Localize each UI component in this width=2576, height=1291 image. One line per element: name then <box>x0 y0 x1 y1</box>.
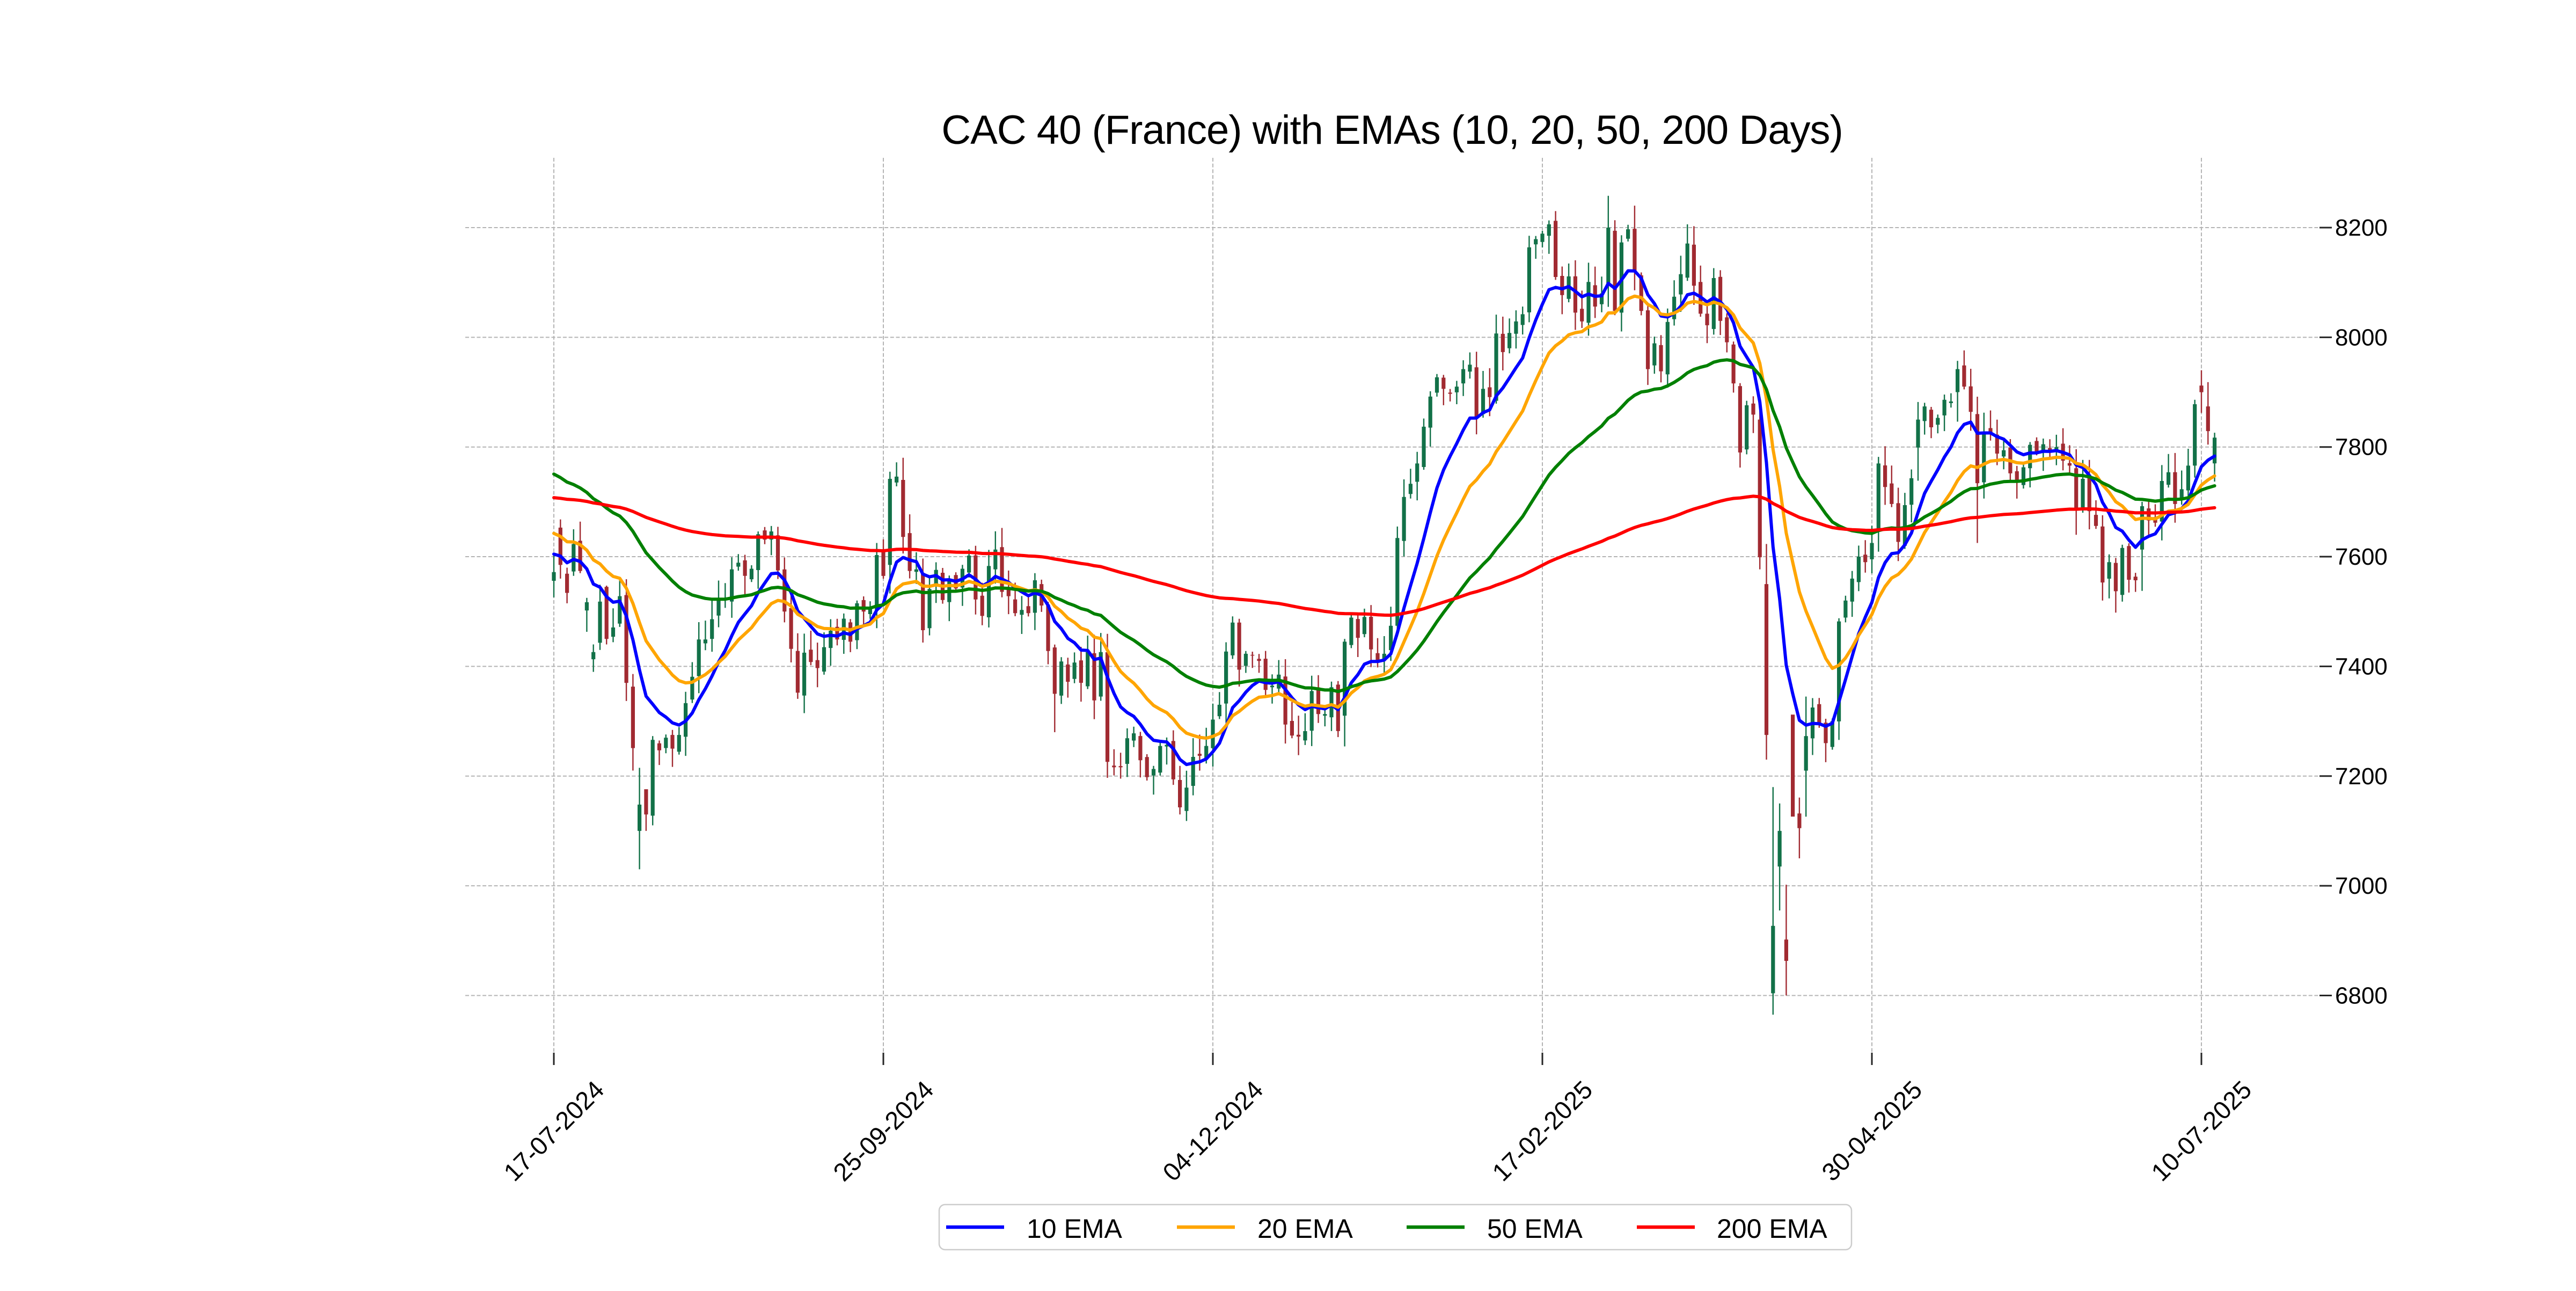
svg-text:6800: 6800 <box>2335 983 2388 1009</box>
svg-text:7400: 7400 <box>2335 653 2388 680</box>
svg-text:20 EMA: 20 EMA <box>1257 1214 1353 1244</box>
svg-text:8000: 8000 <box>2335 324 2388 351</box>
svg-text:7600: 7600 <box>2335 544 2388 570</box>
svg-text:7800: 7800 <box>2335 434 2388 461</box>
svg-text:7200: 7200 <box>2335 763 2388 790</box>
svg-text:50 EMA: 50 EMA <box>1487 1214 1583 1244</box>
svg-text:8200: 8200 <box>2335 215 2388 241</box>
svg-text:10 EMA: 10 EMA <box>1027 1214 1123 1244</box>
svg-text:7000: 7000 <box>2335 873 2388 899</box>
svg-text:200 EMA: 200 EMA <box>1717 1214 1827 1244</box>
svg-text:CAC 40 (France) with EMAs (10,: CAC 40 (France) with EMAs (10, 20, 50, 2… <box>941 107 1843 153</box>
